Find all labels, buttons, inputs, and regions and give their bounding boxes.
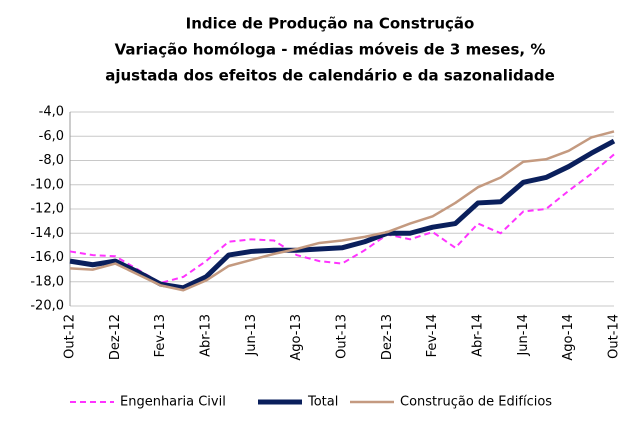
- series-line: [69, 138, 616, 291]
- chart-subtitle: ajustada dos efeitos de calendário e da …: [105, 67, 555, 85]
- y-tick-label: -20,0: [30, 299, 64, 314]
- x-tick-label: Jun-13: [244, 314, 259, 357]
- chart-title: Indice de Produção na Construção: [186, 15, 475, 33]
- y-tick-label: -8,0: [39, 153, 64, 168]
- series-line: [69, 130, 615, 292]
- y-tick-label: -14,0: [30, 226, 64, 241]
- y-tick-label: -18,0: [30, 274, 64, 289]
- x-tick-label: Dez-13: [380, 314, 395, 360]
- x-tick-label: Dez-12: [108, 314, 123, 360]
- x-tick-label: Abr-14: [471, 314, 486, 357]
- legend-label: Construção de Edifícios: [400, 395, 552, 410]
- x-tick-label: Fev-13: [153, 314, 168, 357]
- x-tick-label: Jun-14: [516, 314, 531, 357]
- x-tick-label: Fev-14: [425, 314, 440, 357]
- y-tick-label: -4,0: [39, 105, 64, 120]
- x-tick-label: Ago-13: [289, 314, 304, 361]
- legend-label: Engenharia Civil: [120, 395, 226, 410]
- x-tick-label: Out-12: [63, 314, 78, 359]
- x-tick-label: Ago-14: [561, 314, 576, 361]
- legend-label: Total: [307, 395, 338, 410]
- x-tick-label: Out-13: [335, 314, 350, 359]
- y-tick-label: -10,0: [30, 177, 64, 192]
- y-tick-label: -12,0: [30, 202, 64, 217]
- x-tick-label: Abr-13: [199, 314, 214, 357]
- chart-subtitle: Variação homóloga - médias móveis de 3 m…: [115, 41, 546, 59]
- x-tick-label: Out-14: [607, 314, 622, 359]
- y-tick-label: -6,0: [39, 129, 64, 144]
- y-tick-label: -16,0: [30, 250, 64, 265]
- series-line: [69, 153, 615, 284]
